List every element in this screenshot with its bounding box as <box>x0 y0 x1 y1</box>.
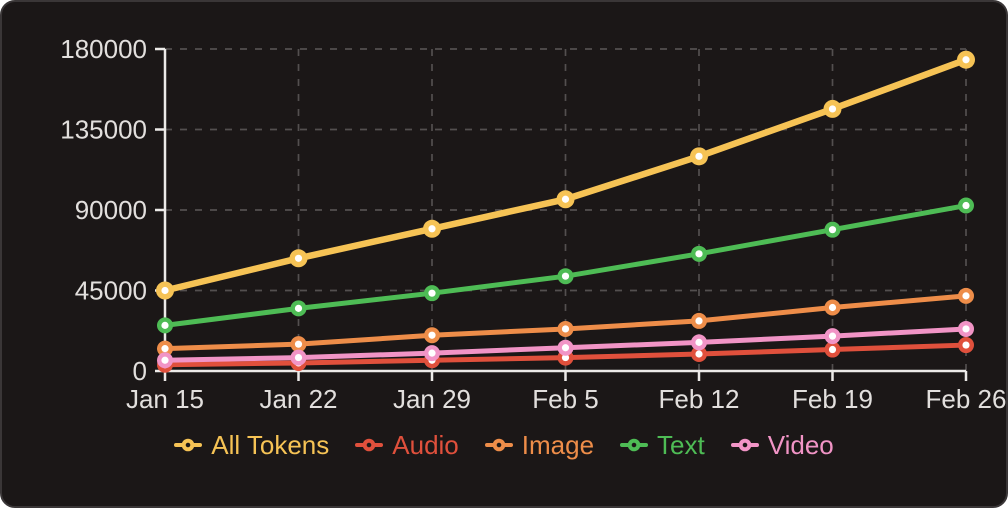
legend-label: Text <box>657 430 705 460</box>
data-point-center <box>695 152 703 160</box>
data-point-center <box>428 349 436 357</box>
legend-label: All Tokens <box>211 430 330 460</box>
data-point-center <box>161 356 169 364</box>
y-tick-label: 45000 <box>75 276 147 306</box>
legend-label: Audio <box>392 430 459 460</box>
legend-item-text[interactable]: Text <box>620 432 705 458</box>
data-point-center <box>695 250 703 258</box>
data-point-center <box>561 195 570 203</box>
y-tick-label: 135000 <box>60 115 147 145</box>
data-point-center <box>294 304 303 312</box>
data-point-center <box>428 225 436 233</box>
x-tick-label: Feb 12 <box>659 384 740 414</box>
x-tick-label: Feb 26 <box>926 384 1007 414</box>
data-point-center <box>695 317 703 325</box>
legend-line-marker-icon <box>355 438 384 452</box>
data-point-center <box>962 325 970 333</box>
x-tick-label: Feb 19 <box>792 384 873 414</box>
legend-label: Video <box>767 430 834 460</box>
legend-item-all-tokens[interactable]: All Tokens <box>174 432 329 458</box>
data-point-center <box>161 286 169 295</box>
legend-item-audio[interactable]: Audio <box>355 432 459 458</box>
data-point-center <box>962 341 970 349</box>
data-point-center <box>561 272 570 280</box>
legend-item-video[interactable]: Video <box>730 430 834 460</box>
legend-line-marker-icon <box>730 438 759 452</box>
data-point-center <box>428 331 436 339</box>
data-point-center <box>828 332 837 340</box>
data-point-center <box>695 350 703 358</box>
legend-item-image[interactable]: Image <box>484 430 595 460</box>
data-point-center <box>828 226 837 234</box>
legend-label: Image <box>521 430 595 460</box>
x-tick-label: Jan 15 <box>126 384 204 414</box>
data-point-center <box>828 303 837 312</box>
data-point-center <box>695 338 703 346</box>
data-point-center <box>828 345 837 354</box>
chart-legend: All Tokens Audio Image Text Video <box>2 432 1006 458</box>
data-point-center <box>561 344 570 352</box>
data-point-center <box>294 340 303 348</box>
legend-line-marker-icon <box>174 438 203 452</box>
legend-line-marker-icon <box>620 438 649 452</box>
y-tick-label: 0 <box>133 356 147 386</box>
y-tick-label: 90000 <box>75 195 147 225</box>
data-point-center <box>561 353 570 362</box>
data-point-center <box>828 105 837 113</box>
data-point-center <box>294 353 303 362</box>
x-tick-label: Jan 22 <box>259 384 337 414</box>
data-point-center <box>428 289 436 297</box>
data-point-center <box>962 56 970 64</box>
data-point-center <box>561 325 570 333</box>
data-point-center <box>962 201 970 210</box>
data-point-center <box>294 254 303 262</box>
data-point-center <box>161 321 169 329</box>
x-tick-label: Feb 5 <box>532 384 599 414</box>
data-point-center <box>161 345 169 353</box>
data-point-center <box>962 292 970 300</box>
legend-line-marker-icon <box>484 438 513 452</box>
y-tick-label: 180000 <box>60 34 147 64</box>
x-tick-label: Jan 29 <box>393 384 471 414</box>
